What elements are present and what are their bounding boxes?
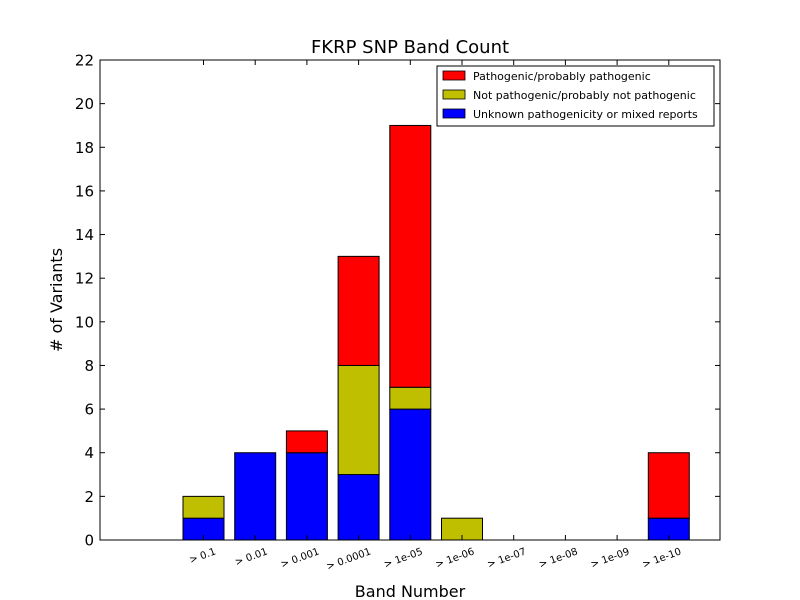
y-tick-label: 8 (84, 357, 94, 375)
bar-not-pathogenic-probably-not-pathogenic-0 (182, 495, 225, 519)
y-tick-label: 2 (84, 488, 94, 506)
y-axis-title: # of Variants (47, 248, 66, 352)
bar-unknown-pathogenicity-or-mixed-reports-1 (234, 452, 277, 541)
bar-not-pathogenic-probably-not-pathogenic-4 (389, 386, 432, 410)
y-tick-label: 0 (84, 532, 94, 550)
x-tick-label: > 1e-10 (641, 546, 683, 570)
legend-swatch-not-pathogenic (442, 89, 466, 100)
legend-box (436, 65, 715, 127)
x-tick-label: > 1e-07 (486, 546, 528, 570)
x-tick-label: > 0.0001 (325, 546, 373, 572)
x-tick-label: > 0.001 (279, 546, 321, 570)
bar-not-pathogenic-probably-not-pathogenic-3 (337, 364, 380, 476)
legend-label-pathogenic: Pathogenic/probably pathogenic (473, 70, 651, 83)
y-tick-label: 10 (75, 313, 94, 331)
bar-pathogenic-probably-pathogenic-9 (647, 452, 690, 519)
bar-unknown-pathogenicity-or-mixed-reports-3 (337, 474, 380, 541)
y-tick-label: 18 (75, 139, 94, 157)
chart-title: FKRP SNP Band Count (311, 37, 509, 58)
y-tick-label: 14 (75, 226, 94, 244)
plot-frame (99, 59, 721, 541)
legend-label-not-pathogenic: Not pathogenic/probably not pathogenic (473, 89, 696, 102)
bar-unknown-pathogenicity-or-mixed-reports-4 (389, 408, 432, 541)
x-tick-label: > 0.01 (234, 546, 270, 568)
bar-pathogenic-probably-pathogenic-3 (337, 255, 380, 366)
bar-unknown-pathogenicity-or-mixed-reports-2 (285, 452, 328, 541)
y-tick-label: 12 (75, 270, 94, 288)
x-tick-label: > 1e-09 (589, 546, 631, 570)
y-tick-label: 16 (75, 182, 94, 200)
legend-swatch-unknown (442, 108, 466, 119)
bars-layer (182, 124, 690, 541)
legend: Pathogenic/probably pathogenic Not patho… (436, 65, 715, 127)
x-tick-label: > 0.1 (188, 546, 218, 566)
y-tick-label: 22 (75, 52, 94, 70)
y-tick-label: 6 (84, 401, 94, 419)
x-tick-label: > 1e-08 (538, 546, 580, 570)
bar-pathogenic-probably-pathogenic-4 (389, 124, 432, 388)
bar-pathogenic-probably-pathogenic-2 (285, 430, 328, 454)
y-tick-label: 20 (75, 95, 94, 113)
x-tick-label: > 1e-05 (383, 546, 425, 570)
x-axis-title: Band Number (355, 582, 466, 600)
y-tick-label: 4 (84, 444, 94, 462)
x-tick-label: > 1e-06 (434, 546, 476, 570)
legend-label-unknown: Unknown pathogenicity or mixed reports (473, 108, 698, 121)
legend-swatch-pathogenic (442, 70, 466, 81)
